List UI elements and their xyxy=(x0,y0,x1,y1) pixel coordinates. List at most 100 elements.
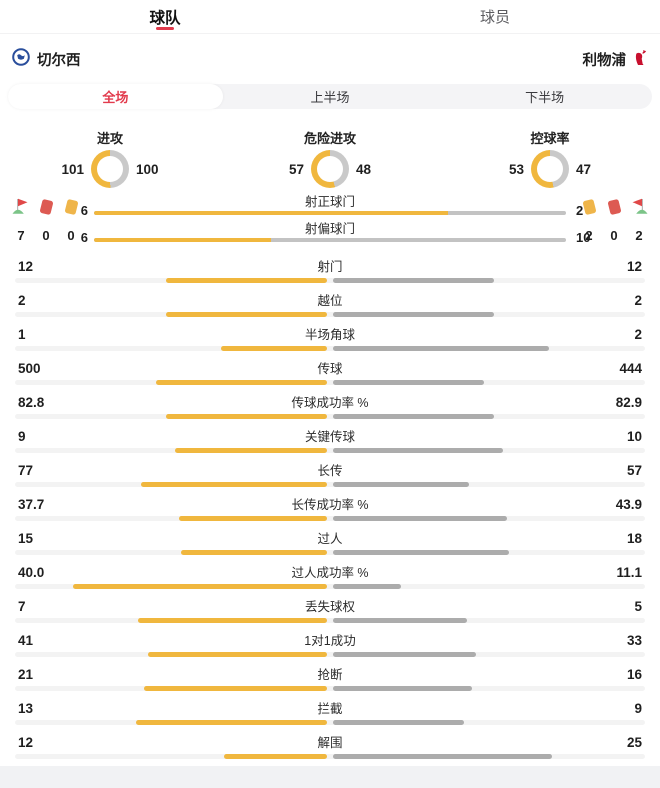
stat-label: 越位 xyxy=(317,294,343,308)
stat-away-value: 25 xyxy=(626,735,642,750)
tab-team-label: 球队 xyxy=(149,9,181,27)
stat-row: 13 拦截 9 xyxy=(0,698,660,732)
period-segmented-control: 全场 上半场 下半场 xyxy=(8,84,652,109)
stat-bar xyxy=(15,414,645,419)
shot-row-away-value: 2 xyxy=(576,203,584,218)
stat-home-value: 15 xyxy=(18,531,34,546)
stat-label: 长传成功率 % xyxy=(291,498,369,512)
donut-home-value: 57 xyxy=(288,161,304,177)
segment-full-match-label: 全场 xyxy=(102,90,129,105)
stat-label: 长传 xyxy=(317,464,343,478)
stats-list: 12 射门 12 2 越位 2 1 半场角球 2 500 传球 444 82.8 传球成功率 % 82.9 9… xyxy=(0,256,660,766)
stat-bar xyxy=(15,584,645,589)
stat-row: 15 过人 18 xyxy=(0,528,660,562)
stat-bar xyxy=(15,278,645,283)
footer-band xyxy=(0,766,660,788)
stat-away-value: 33 xyxy=(626,633,642,648)
away-red-cards-count: 0 xyxy=(610,227,618,243)
stat-home-value: 2 xyxy=(18,293,26,308)
stat-away-value: 12 xyxy=(626,259,642,274)
home-team: 切尔西 xyxy=(12,47,81,71)
stat-bar xyxy=(15,380,645,385)
stat-away-value: 444 xyxy=(619,361,642,376)
tab-player-label: 球员 xyxy=(479,9,510,26)
segment-full-match[interactable]: 全场 xyxy=(8,84,223,109)
tab-team[interactable]: 球队 xyxy=(0,0,330,33)
stat-bar xyxy=(15,482,645,487)
donut-away-value: 47 xyxy=(576,161,592,177)
shot-row-label: 射偏球门 xyxy=(304,222,355,236)
corner-flag-icon xyxy=(10,198,32,215)
chelsea-badge-icon xyxy=(12,47,30,71)
home-discipline-cluster: 7 0 0 xyxy=(10,198,82,243)
segment-first-half-label: 上半场 xyxy=(310,90,350,105)
stat-home-value: 77 xyxy=(18,463,34,478)
home-team-name: 切尔西 xyxy=(37,52,81,69)
donut-stats-row: 进攻 101 100 危险进攻 57 48 控球率 53 47 xyxy=(0,131,660,188)
segment-second-half[interactable]: 下半场 xyxy=(437,84,652,109)
stat-label: 拦截 xyxy=(317,702,343,716)
stat-label: 解围 xyxy=(317,736,343,750)
stat-row: 2 越位 2 xyxy=(0,290,660,324)
stat-home-value: 500 xyxy=(18,361,41,376)
stat-away-value: 11.1 xyxy=(616,565,642,580)
stat-home-value: 37.7 xyxy=(18,497,45,512)
donut-stat-1: 危险进攻 57 48 xyxy=(220,131,440,188)
donut-away-value: 48 xyxy=(356,161,372,177)
away-yellow-cards-count: 2 xyxy=(585,227,593,243)
stat-away-value: 10 xyxy=(626,429,642,444)
stat-label: 传球 xyxy=(317,362,343,376)
stat-label: 过人成功率 % xyxy=(291,566,369,580)
stat-home-value: 7 xyxy=(18,599,26,614)
away-team-name: 利物浦 xyxy=(582,52,627,69)
stat-home-value: 13 xyxy=(18,701,34,716)
stat-label: 射门 xyxy=(317,260,343,274)
stat-bar xyxy=(15,550,645,555)
liverpool-badge-icon xyxy=(633,49,648,70)
stat-away-value: 43.9 xyxy=(615,497,642,512)
stat-label: 过人 xyxy=(317,532,343,546)
stat-away-value: 2 xyxy=(634,327,642,342)
stat-home-value: 1 xyxy=(18,327,26,342)
stat-home-value: 21 xyxy=(18,667,34,682)
shot-row-label: 射正球门 xyxy=(304,195,355,209)
stat-home-value: 9 xyxy=(18,429,26,444)
stat-home-value: 41 xyxy=(18,633,34,648)
stat-bar xyxy=(15,686,645,691)
donut-label: 进攻 xyxy=(96,131,123,146)
stat-row: 7 丢失球权 5 xyxy=(0,596,660,630)
stat-label: 丢失球权 xyxy=(304,600,355,614)
stat-home-value: 12 xyxy=(18,259,34,274)
active-tab-underline xyxy=(156,27,174,30)
home-corners-count: 7 xyxy=(17,227,25,243)
tab-player[interactable]: 球员 xyxy=(330,0,660,33)
stat-bar xyxy=(15,312,645,317)
shot-row-home-value: 6 xyxy=(80,203,88,218)
stat-row: 82.8 传球成功率 % 82.9 xyxy=(0,392,660,426)
donut-home-value: 101 xyxy=(61,161,84,177)
donut-ring xyxy=(531,150,569,188)
stat-row: 12 射门 12 xyxy=(0,256,660,290)
stat-label: 传球成功率 % xyxy=(291,396,369,410)
stat-bar xyxy=(15,652,645,657)
stat-row: 500 传球 444 xyxy=(0,358,660,392)
stat-row: 37.7 长传成功率 % 43.9 xyxy=(0,494,660,528)
segment-second-half-label: 下半场 xyxy=(525,90,565,105)
stat-label: 抢断 xyxy=(317,668,343,682)
stat-row: 77 长传 57 xyxy=(0,460,660,494)
stat-away-value: 57 xyxy=(626,463,642,478)
stat-bar xyxy=(15,516,645,521)
segment-first-half[interactable]: 上半场 xyxy=(223,84,438,109)
stat-bar xyxy=(15,346,645,351)
stat-row: 40.0 过人成功率 % 11.1 xyxy=(0,562,660,596)
shot-row-away-value: 10 xyxy=(576,230,591,245)
shot-row-bar xyxy=(94,238,566,242)
stat-away-value: 5 xyxy=(634,599,642,614)
away-corners-count: 2 xyxy=(635,227,643,243)
stat-bar xyxy=(15,720,645,725)
donut-away-value: 100 xyxy=(136,161,159,177)
stat-away-value: 16 xyxy=(626,667,642,682)
stat-away-value: 9 xyxy=(634,701,642,716)
home-red-cards-count: 0 xyxy=(42,227,50,243)
donut-label: 控球率 xyxy=(530,131,570,146)
